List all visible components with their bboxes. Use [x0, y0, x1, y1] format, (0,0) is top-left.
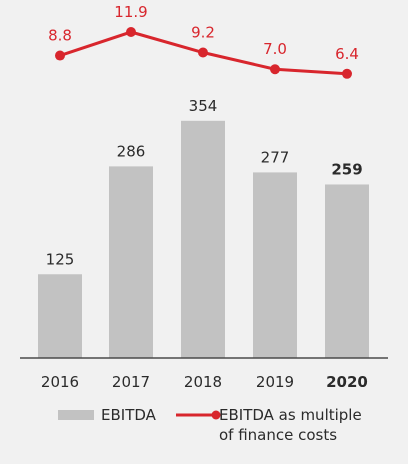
- bar-2016: [38, 274, 82, 358]
- x-tick-label-2020: 2020: [326, 373, 368, 391]
- bar-value-label-2016: 125: [46, 250, 75, 268]
- multiple-value-label-2019: 7.0: [263, 40, 287, 58]
- bar-2017: [109, 166, 153, 358]
- bar-2019: [253, 172, 297, 358]
- legend-swatch-multiple-marker: [211, 410, 221, 420]
- legend-label-ebitda: EBITDA: [101, 406, 157, 424]
- multiple-point-2016: [55, 50, 65, 61]
- bar-2018: [181, 120, 225, 358]
- x-tick-layer: 2016 2017 2018 2019 2020: [41, 373, 368, 391]
- bar-value-label-2020: 259: [331, 160, 362, 178]
- x-tick-label-2019: 2019: [256, 373, 294, 391]
- x-tick-label-2016: 2016: [41, 373, 79, 391]
- legend-label-multiple-line2: of finance costs: [219, 426, 337, 444]
- multiple-value-label-2016: 8.8: [48, 27, 72, 45]
- legend-swatch-ebitda: [58, 410, 94, 420]
- bar-value-label-2019: 277: [261, 148, 290, 166]
- x-tick-label-2017: 2017: [112, 373, 150, 391]
- multiple-line-layer: 8.8 11.9 9.2 7.0 6.4: [48, 3, 359, 79]
- multiple-value-label-2020: 6.4: [335, 45, 359, 63]
- ebitda-bar-layer: 125 286 354 277 259: [38, 97, 369, 358]
- bar-2020: [325, 184, 369, 358]
- x-tick-label-2018: 2018: [184, 373, 222, 391]
- legend: EBITDA EBITDA as multiple of finance cos…: [58, 406, 362, 444]
- multiple-value-label-2018: 9.2: [191, 24, 215, 42]
- multiple-value-label-2017: 11.9: [114, 3, 147, 21]
- legend-label-multiple-line1: EBITDA as multiple: [219, 406, 362, 424]
- multiple-point-2017: [126, 27, 136, 37]
- bar-value-label-2018: 354: [189, 97, 218, 115]
- multiple-point-2020: [342, 68, 352, 79]
- multiple-point-2018: [198, 47, 208, 58]
- bar-value-label-2017: 286: [117, 142, 146, 160]
- multiple-point-2019: [270, 64, 280, 75]
